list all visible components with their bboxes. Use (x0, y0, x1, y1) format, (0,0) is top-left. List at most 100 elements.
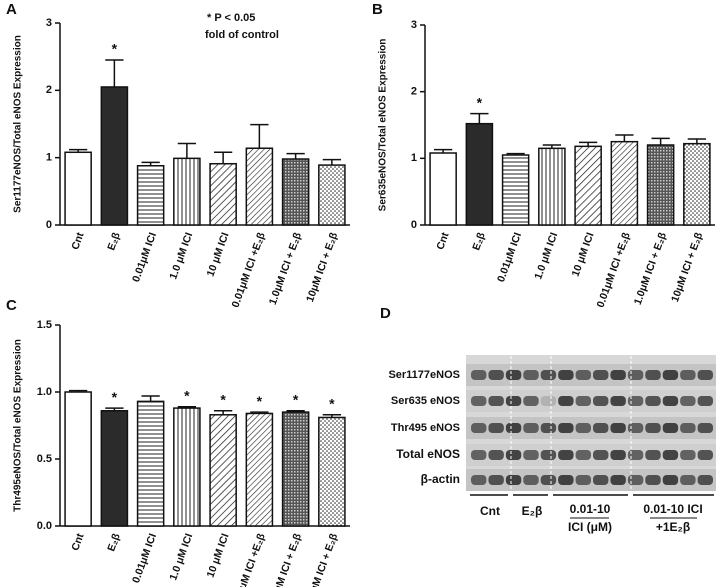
blot-band (627, 396, 644, 406)
significance-marker: * (112, 389, 118, 405)
bar (64, 391, 92, 527)
blot-band (540, 450, 557, 460)
blot-band (697, 396, 713, 406)
y-axis-label: Ser1177eNOS/Total eNOS Expression (13, 35, 24, 213)
bar (173, 157, 201, 226)
blot-band (488, 370, 504, 380)
x-tick-label: 10μM ICI + E₂β (304, 531, 341, 587)
y-tick-label: 0 (46, 219, 52, 231)
blot-band (540, 370, 557, 380)
panel-label: A (6, 1, 17, 18)
y-tick-label: 1 (46, 152, 52, 164)
blot-band (575, 450, 591, 460)
blot-band (558, 423, 574, 433)
bar (465, 122, 494, 226)
blot-band (680, 450, 696, 460)
bar (429, 152, 457, 226)
blot-band (645, 396, 661, 406)
blot-band (645, 423, 661, 433)
blot-band (697, 450, 713, 460)
blot-row-label: β-actin (421, 472, 460, 486)
blot-band (523, 423, 539, 433)
blot-band (505, 396, 522, 406)
x-tick-label: Cnt (434, 230, 451, 251)
blot-band (610, 475, 626, 485)
y-tick-label: 1.5 (37, 319, 52, 331)
blot-row-label: Ser1177eNOS (388, 369, 460, 381)
x-tick-label: 1.0 μM ICI (167, 532, 195, 582)
blot-band (610, 450, 626, 460)
blot-band (575, 370, 591, 380)
blot-band (488, 396, 504, 406)
blot-group-label: +1E₂β (656, 520, 690, 534)
blot-band (488, 450, 504, 460)
blot-band (488, 475, 504, 485)
blot-band (471, 450, 487, 460)
bar (245, 147, 274, 226)
x-tick-label: 10μM ICI + E₂β (669, 230, 706, 303)
y-tick-label: 3 (46, 17, 52, 29)
panel-label: B (372, 1, 383, 18)
blot-band (505, 475, 522, 485)
blot-band (471, 423, 487, 433)
y-tick-label: 0 (411, 219, 417, 231)
bar (610, 140, 639, 226)
blot-band (505, 370, 522, 380)
blot-row-label: Total eNOS (396, 447, 460, 461)
blot-row-label: Ser635 eNOS (391, 395, 460, 407)
y-tick-label: 0.0 (37, 520, 52, 532)
bar (683, 142, 711, 226)
significance-marker: * (220, 391, 226, 407)
blot-group-label: 0.01-10 ICI (643, 502, 702, 516)
blot-band (488, 423, 504, 433)
x-tick-label: 1.0μM ICI + E₂β (632, 230, 670, 306)
blot-band (471, 396, 487, 406)
y-tick-label: 2 (411, 86, 417, 98)
y-axis-label: Ser635eNOS/Total eNOS Expression (378, 39, 389, 212)
blot-group-label: E₂β (522, 504, 543, 518)
blot-band (662, 475, 679, 485)
x-tick-label: 1.0μM ICI + E₂β (267, 230, 305, 306)
x-tick-label: 0.01μM ICI +E₂β (229, 531, 268, 587)
bar (209, 162, 237, 226)
panel-label: C (6, 297, 17, 314)
blot-band (558, 370, 574, 380)
x-tick-label: E₂β (105, 230, 123, 252)
blot-group-label: ICI (μM) (568, 520, 612, 534)
blot-band (593, 423, 609, 433)
blot-band (645, 450, 661, 460)
blot-band (558, 450, 574, 460)
x-tick-label: 0.01μM ICI +E₂β (229, 230, 268, 309)
significance-marker: * (112, 41, 118, 57)
blot-band (680, 475, 696, 485)
blot-band (645, 475, 661, 485)
blot-row-label: Thr495 eNOS (391, 422, 460, 434)
blot-band (593, 450, 609, 460)
x-tick-label: Cnt (69, 531, 86, 552)
blot-band (523, 396, 539, 406)
blot-band (558, 475, 574, 485)
blot-band (540, 396, 557, 406)
blot-band (471, 475, 487, 485)
blot-band (697, 370, 713, 380)
blot-band (697, 475, 713, 485)
blot-band (575, 423, 591, 433)
x-tick-label: 0.01μM ICI (130, 231, 159, 284)
x-tick-label: 10μM ICI + E₂β (304, 230, 341, 303)
blot-band (627, 450, 644, 460)
y-tick-label: 0.5 (37, 453, 52, 465)
x-tick-label: 10 μM ICI (570, 231, 597, 279)
x-tick-label: Cnt (69, 230, 86, 251)
bar (646, 144, 675, 226)
annotation: * P < 0.05 (207, 12, 255, 24)
x-tick-label: 1.0μM ICI + E₂β (267, 531, 305, 587)
x-tick-label: E₂β (105, 531, 123, 553)
blot-band (627, 475, 644, 485)
significance-marker: * (329, 395, 335, 411)
x-tick-label: 0.01μM ICI (495, 231, 524, 284)
blot-band (593, 396, 609, 406)
blot-group-label: Cnt (480, 504, 500, 518)
bar (173, 407, 201, 527)
x-tick-label: 0.01μM ICI (130, 532, 159, 585)
